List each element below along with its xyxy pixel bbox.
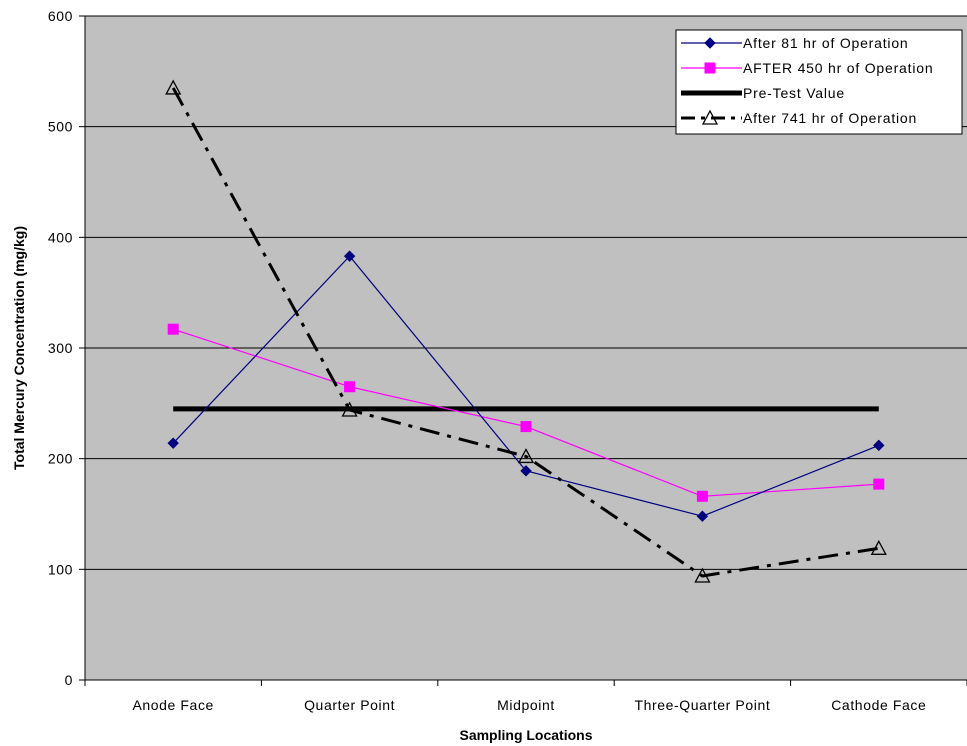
data-point-diamond	[704, 37, 716, 49]
y-tick-label: 600	[48, 8, 73, 24]
data-point-triangle	[701, 109, 719, 125]
y-tick-label: 200	[48, 451, 73, 467]
x-tick-label: Anode Face	[132, 697, 214, 713]
legend-label: After 741 hr of Operation	[743, 110, 917, 126]
x-tick-label: Midpoint	[497, 697, 555, 713]
y-tick-label: 400	[48, 229, 73, 245]
x-axis-title: Sampling Locations	[459, 727, 592, 743]
series-line	[171, 87, 880, 578]
data-point-square	[873, 478, 885, 490]
data-point-triangle	[165, 79, 182, 95]
data-point-triangle	[517, 448, 535, 464]
data-point-diamond	[167, 437, 179, 449]
data-point-diamond	[873, 439, 885, 452]
data-point-square	[344, 381, 356, 393]
axes: 0 100 200 300 400 500 600 Anode Face Quarter Poi…	[48, 8, 967, 713]
y-tick-label: 300	[48, 340, 73, 356]
y-tick-label: 500	[48, 119, 73, 135]
series-layer	[165, 79, 887, 583]
legend: After 81 hr of Operation AFTER 450 hr of …	[675, 29, 963, 135]
data-point-square	[520, 421, 532, 433]
data-point-triangle	[870, 539, 887, 555]
data-point-triangle	[694, 567, 711, 583]
series-0	[167, 250, 885, 522]
x-tick-label: Cathode Face	[831, 697, 926, 713]
data-point-diamond	[343, 250, 356, 262]
x-tick-label: Quarter Point	[304, 697, 395, 713]
legend-label: After 81 hr of Operation	[743, 35, 909, 51]
data-point-square	[696, 490, 708, 502]
y-tick-label: 100	[48, 561, 73, 577]
y-axis-title: Total Mercury Concentration (mg/kg)	[11, 226, 27, 470]
y-tick-label: 0	[65, 672, 73, 688]
series-3	[165, 79, 887, 583]
data-point-diamond	[696, 510, 709, 522]
legend-label: Pre-Test Value	[743, 85, 845, 101]
data-point-square	[704, 62, 716, 74]
x-tick-label: Three-Quarter Point	[634, 697, 770, 713]
data-point-diamond	[520, 465, 532, 477]
data-point-square	[167, 323, 179, 335]
data-point-triangle	[341, 401, 358, 417]
legend-label: AFTER 450 hr of Operation	[743, 60, 933, 76]
